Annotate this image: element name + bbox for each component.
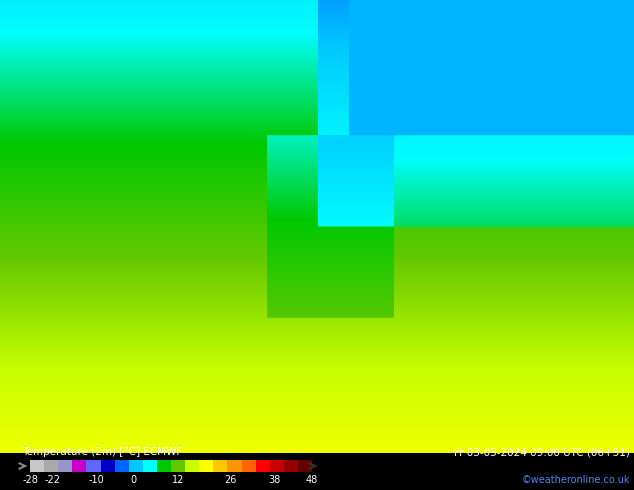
Bar [171, 460, 185, 472]
Bar [284, 460, 298, 472]
Text: Fr 03-05-2024 09:00 UTC (06+51): Fr 03-05-2024 09:00 UTC (06+51) [454, 447, 630, 457]
Bar [129, 460, 143, 472]
Text: -10: -10 [89, 475, 105, 485]
Bar [256, 460, 269, 472]
Bar [269, 460, 284, 472]
Bar [213, 460, 228, 472]
Bar [101, 460, 115, 472]
Text: Temperature (2m) [°C] ECMWF: Temperature (2m) [°C] ECMWF [22, 447, 182, 457]
Bar [30, 460, 44, 472]
Bar [58, 460, 72, 472]
Text: 26: 26 [224, 475, 236, 485]
Bar [242, 460, 256, 472]
Bar [298, 460, 312, 472]
Bar [228, 460, 242, 472]
Bar [185, 460, 199, 472]
Bar [44, 460, 58, 472]
Text: -22: -22 [44, 475, 60, 485]
Text: -28: -28 [22, 475, 38, 485]
Bar [72, 460, 86, 472]
Text: 48: 48 [306, 475, 318, 485]
Text: ©weatheronline.co.uk: ©weatheronline.co.uk [522, 475, 630, 485]
Bar [199, 460, 213, 472]
Text: 0: 0 [131, 475, 137, 485]
Text: 12: 12 [172, 475, 184, 485]
Bar [115, 460, 129, 472]
Text: 38: 38 [269, 475, 281, 485]
Bar [143, 460, 157, 472]
Bar [157, 460, 171, 472]
Bar [86, 460, 101, 472]
